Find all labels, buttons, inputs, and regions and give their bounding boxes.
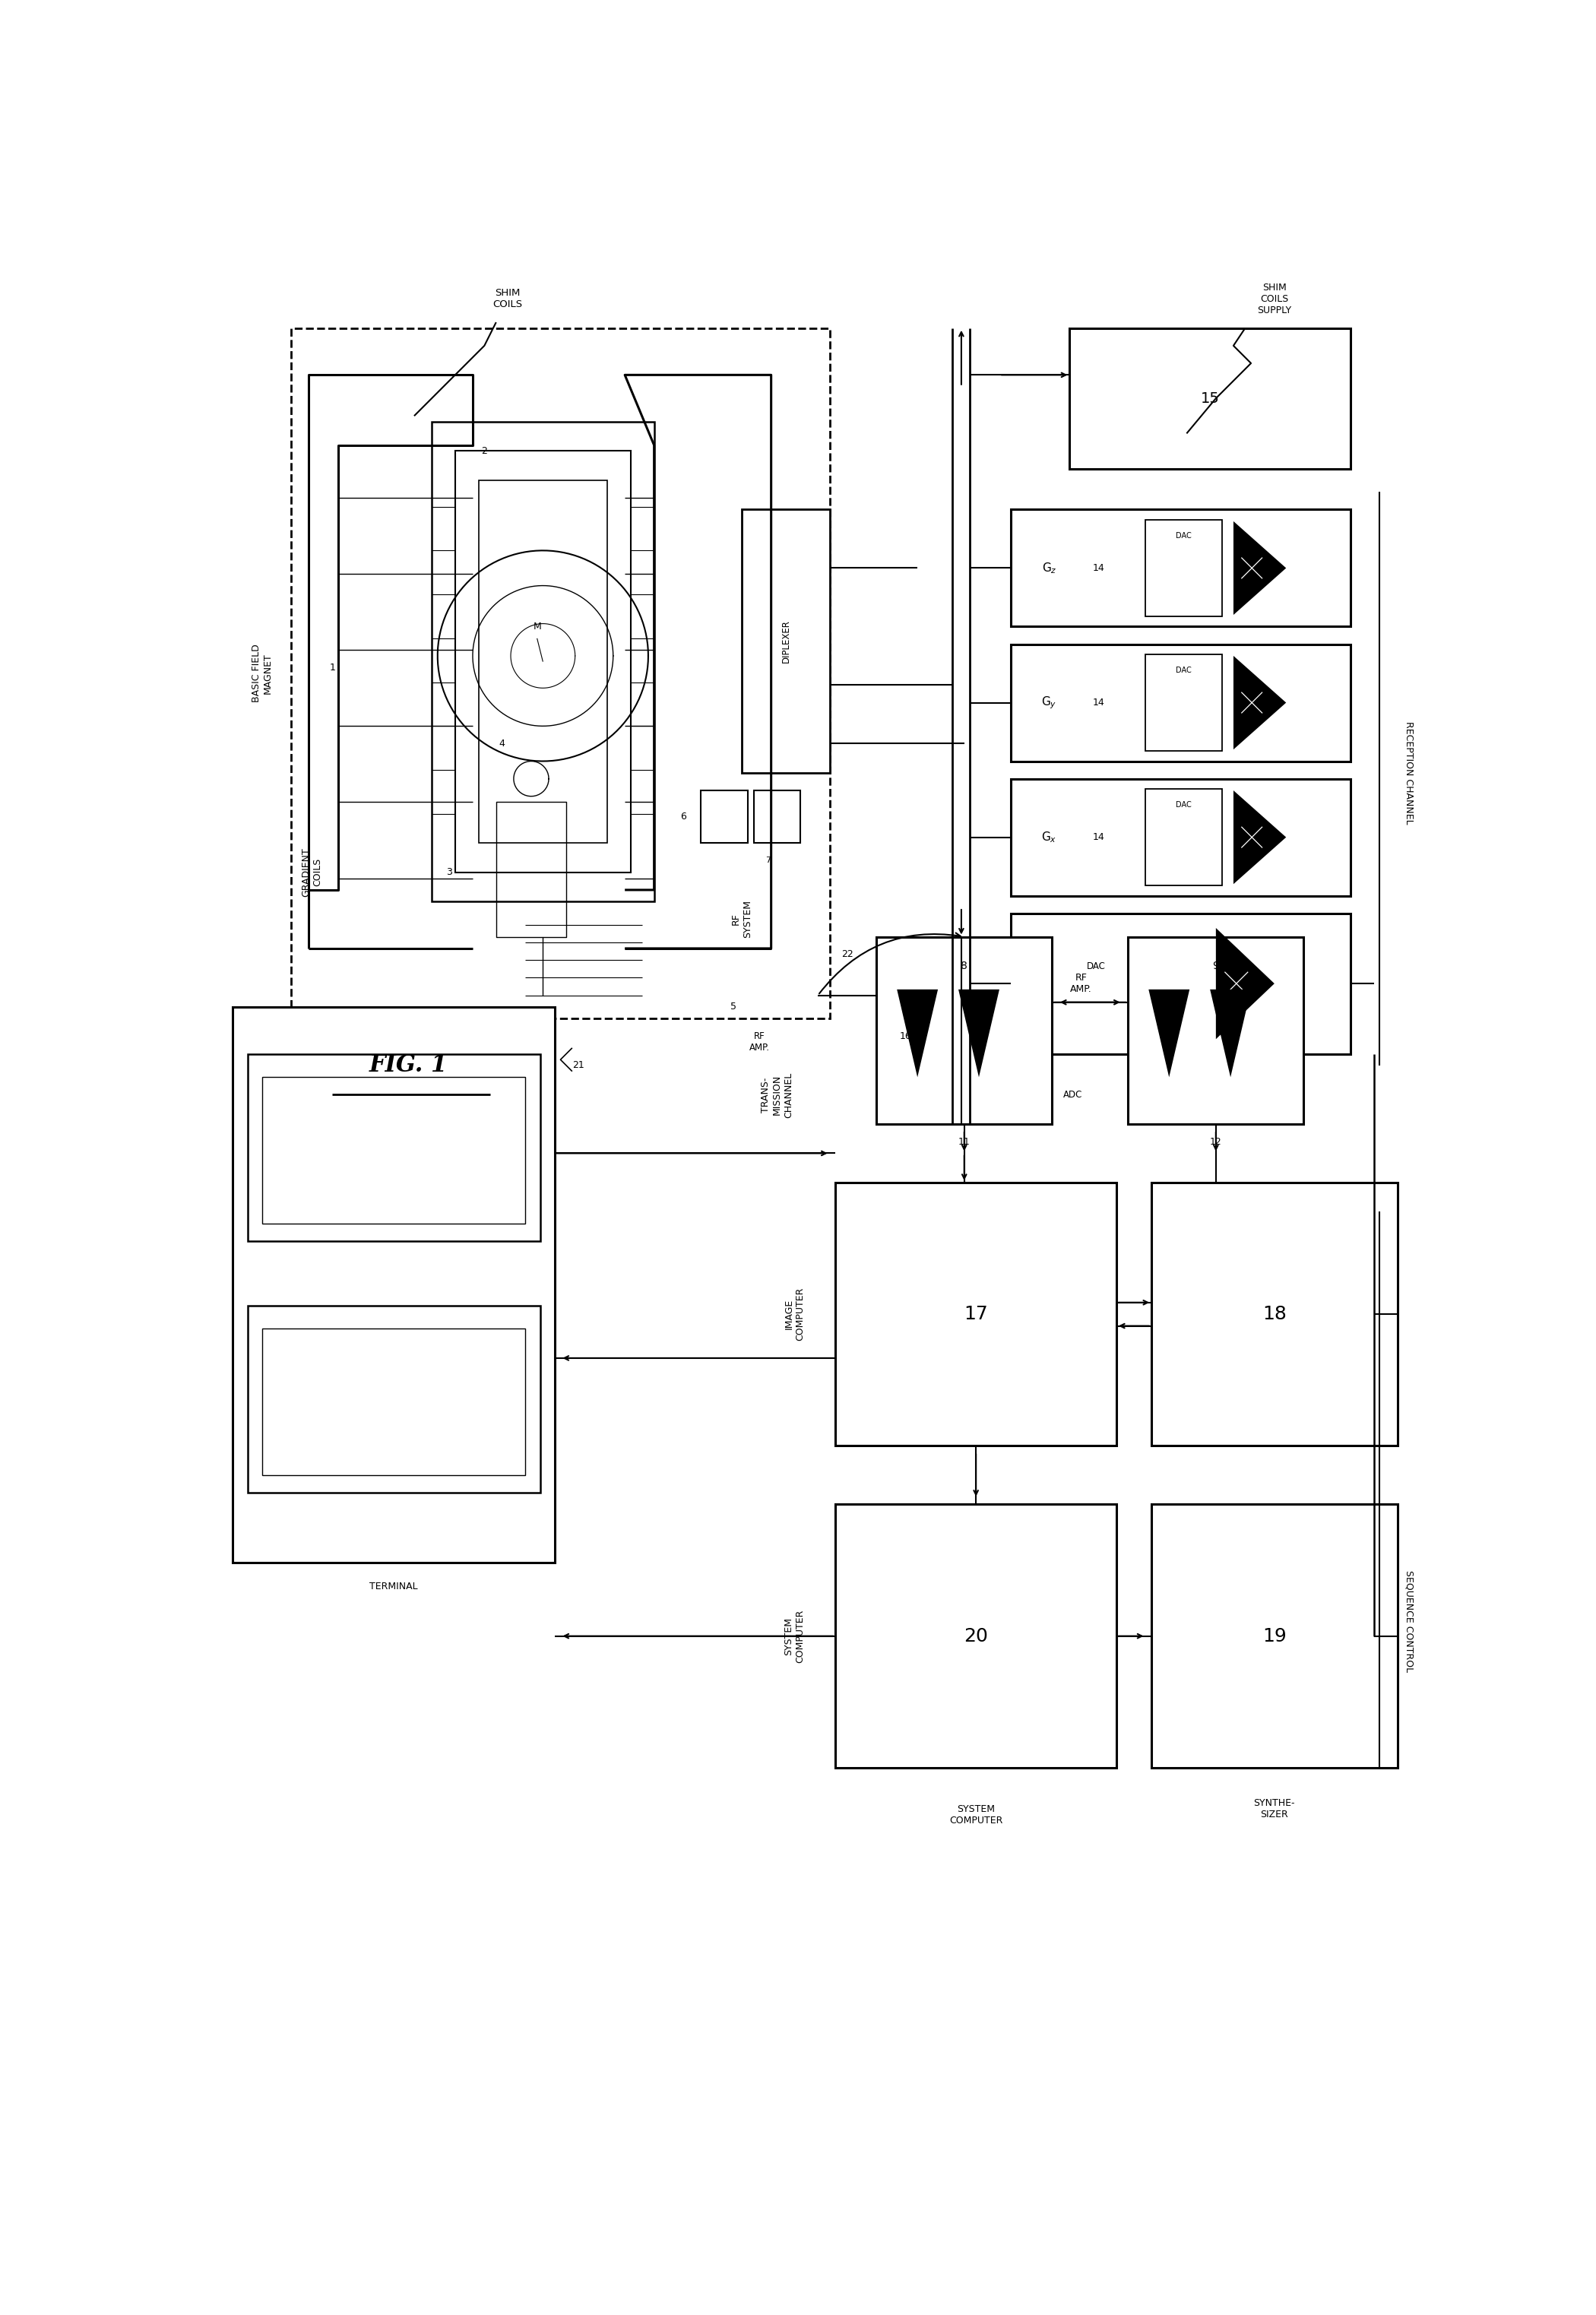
Text: SYNTHE-
SIZER: SYNTHE- SIZER [1254,1799,1294,1820]
Text: 20: 20 [964,1627,988,1646]
Text: 6: 6 [680,813,686,822]
Polygon shape [958,989,999,1076]
Text: RF
AMP.: RF AMP. [1071,972,1092,993]
Text: 9: 9 [1213,961,1219,972]
Bar [753,789,801,843]
Bar [431,421,654,901]
Bar [290,329,830,1019]
Bar [1146,519,1223,616]
Text: 1: 1 [329,662,335,671]
Text: 15: 15 [1200,391,1219,405]
Text: 3: 3 [447,868,452,877]
Text: 8: 8 [961,961,967,972]
Text: SYSTEM
COMPUTER: SYSTEM COMPUTER [950,1803,1002,1824]
Bar [701,789,747,843]
Text: 22: 22 [841,949,854,958]
Polygon shape [1234,521,1286,616]
Text: 16: 16 [900,1030,911,1042]
Text: BASIC FIELD
MAGNET: BASIC FIELD MAGNET [252,644,273,701]
Text: SYSTEM
COMPUTER: SYSTEM COMPUTER [784,1609,806,1662]
Bar [836,1183,1117,1447]
Bar [1151,1505,1396,1769]
Text: 12: 12 [1210,1137,1223,1146]
Text: FIG. 1: FIG. 1 [369,1053,447,1076]
Text: 21: 21 [571,1060,584,1070]
Text: IMAGE
COMPUTER: IMAGE COMPUTER [784,1287,806,1340]
Text: RECEPTION CHANNEL: RECEPTION CHANNEL [1404,722,1414,824]
Bar [1128,938,1304,1125]
Text: GRADIENT
COILS: GRADIENT COILS [302,847,322,896]
Text: RF
SYSTEM: RF SYSTEM [731,901,753,938]
Bar [836,1505,1117,1769]
Bar [247,1053,539,1241]
Text: TERMINAL: TERMINAL [370,1581,418,1590]
Polygon shape [1216,928,1275,1039]
Text: 14: 14 [1093,563,1104,574]
Bar [1069,329,1350,468]
Bar [1012,914,1350,1053]
Text: ADC: ADC [1063,1090,1082,1100]
Bar [1146,655,1223,750]
Text: 2: 2 [482,447,487,456]
Polygon shape [1210,989,1251,1076]
Bar [262,1076,525,1225]
FancyArrowPatch shape [819,933,961,993]
Text: 14: 14 [1093,697,1104,708]
Text: RF
AMP.: RF AMP. [749,1032,769,1053]
Text: DAC: DAC [1176,532,1192,539]
Text: 18: 18 [1262,1306,1286,1324]
Text: SEQUENCE CONTROL: SEQUENCE CONTROL [1404,1570,1414,1671]
Text: 14: 14 [1093,833,1104,843]
Bar [479,479,606,843]
Text: 11: 11 [958,1137,970,1146]
Bar [1012,509,1350,627]
Text: SHIM
COILS: SHIM COILS [493,289,522,310]
Text: G$_z$: G$_z$ [1042,560,1057,574]
Text: DIPLEXER: DIPLEXER [780,620,790,662]
Polygon shape [1234,655,1286,750]
Polygon shape [1234,789,1286,884]
Bar [876,938,1052,1125]
Text: 19: 19 [1262,1627,1286,1646]
Text: 17: 17 [964,1306,988,1324]
Text: SHIM
COILS
SUPPLY: SHIM COILS SUPPLY [1258,282,1291,315]
Bar [1151,1183,1396,1447]
Polygon shape [897,989,938,1076]
Text: 5: 5 [731,1002,736,1012]
Bar [742,509,830,773]
Text: 7: 7 [766,857,771,863]
Bar [1012,644,1350,762]
Bar [1146,789,1223,884]
Text: G$_x$: G$_x$ [1041,831,1057,845]
Text: 4: 4 [500,738,504,748]
Text: TRANS-
MISSION
CHANNEL: TRANS- MISSION CHANNEL [761,1072,793,1118]
Text: G$_y$: G$_y$ [1041,694,1057,711]
Polygon shape [1149,989,1189,1076]
Bar [262,1329,525,1475]
Bar [233,1007,555,1563]
Text: DAC: DAC [1176,801,1192,808]
Bar [1012,778,1350,896]
Text: DAC: DAC [1087,961,1106,970]
Text: M: M [533,623,541,632]
Text: DAC: DAC [1176,667,1192,674]
Bar [247,1306,539,1493]
Bar [455,451,630,873]
